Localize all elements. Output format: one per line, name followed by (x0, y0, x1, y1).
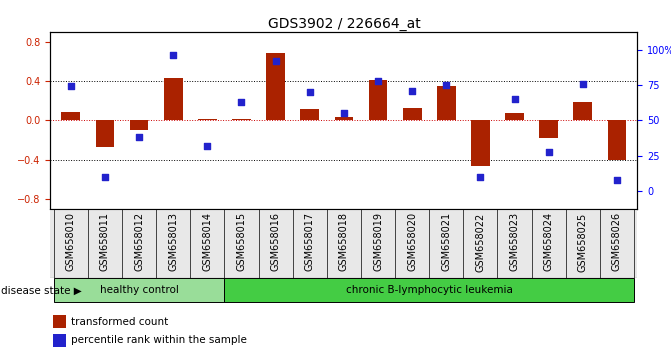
Point (338, 110, 349, 116)
Text: GSM658011: GSM658011 (100, 212, 110, 271)
Bar (471, 120, 490, 166)
Point (168, 52, 178, 58)
Point (578, 81, 588, 86)
Point (441, 82, 452, 88)
Point (66, 84, 76, 89)
Point (202, 143, 213, 149)
Text: GSM658018: GSM658018 (339, 212, 349, 271)
Text: percentile rank within the sample: percentile rank within the sample (71, 335, 247, 346)
Bar (403, 108, 421, 120)
Point (305, 89, 315, 95)
Point (372, 78, 383, 84)
Text: GSM658022: GSM658022 (476, 212, 485, 272)
Text: healthy control: healthy control (99, 285, 178, 295)
Title: GDS3902 / 226664_at: GDS3902 / 226664_at (268, 17, 420, 31)
Text: GSM658014: GSM658014 (203, 212, 212, 271)
Bar (62, 113, 81, 120)
Text: GSM658023: GSM658023 (509, 212, 519, 272)
Bar (607, 120, 626, 160)
Bar (164, 78, 183, 120)
Text: GSM658016: GSM658016 (270, 212, 280, 271)
Point (134, 135, 144, 140)
Point (475, 174, 486, 180)
Bar (574, 102, 592, 120)
Text: transformed count: transformed count (71, 316, 168, 327)
Bar (224, 278, 634, 302)
Text: GSM658025: GSM658025 (578, 212, 588, 272)
Text: GSM658019: GSM658019 (373, 212, 383, 271)
Bar (198, 119, 217, 120)
Point (509, 96, 520, 102)
Bar (54, 278, 224, 302)
Text: GSM658015: GSM658015 (236, 212, 246, 272)
Text: GSM658012: GSM658012 (134, 212, 144, 272)
Text: GSM658021: GSM658021 (442, 212, 452, 272)
Point (407, 88, 417, 93)
Bar (130, 120, 148, 130)
Bar (301, 109, 319, 120)
Bar (266, 53, 285, 120)
Text: disease state ▶: disease state ▶ (1, 286, 82, 296)
Point (270, 58, 281, 64)
Bar (53, 315, 66, 328)
Bar (368, 80, 387, 120)
Bar (505, 114, 524, 120)
Text: chronic B-lymphocytic leukemia: chronic B-lymphocytic leukemia (346, 285, 513, 295)
Point (611, 177, 622, 183)
Point (236, 99, 247, 105)
Text: GSM658013: GSM658013 (168, 212, 178, 271)
Bar (437, 86, 456, 120)
Bar (539, 120, 558, 138)
Text: GSM658010: GSM658010 (66, 212, 76, 271)
Bar (53, 334, 66, 347)
Bar (232, 119, 251, 120)
Text: GSM658017: GSM658017 (305, 212, 315, 272)
Point (99, 174, 110, 180)
Bar (95, 120, 114, 147)
Point (544, 149, 554, 154)
Text: GSM658020: GSM658020 (407, 212, 417, 272)
Text: GSM658024: GSM658024 (544, 212, 554, 272)
Text: GSM658026: GSM658026 (612, 212, 622, 272)
Bar (335, 118, 353, 120)
